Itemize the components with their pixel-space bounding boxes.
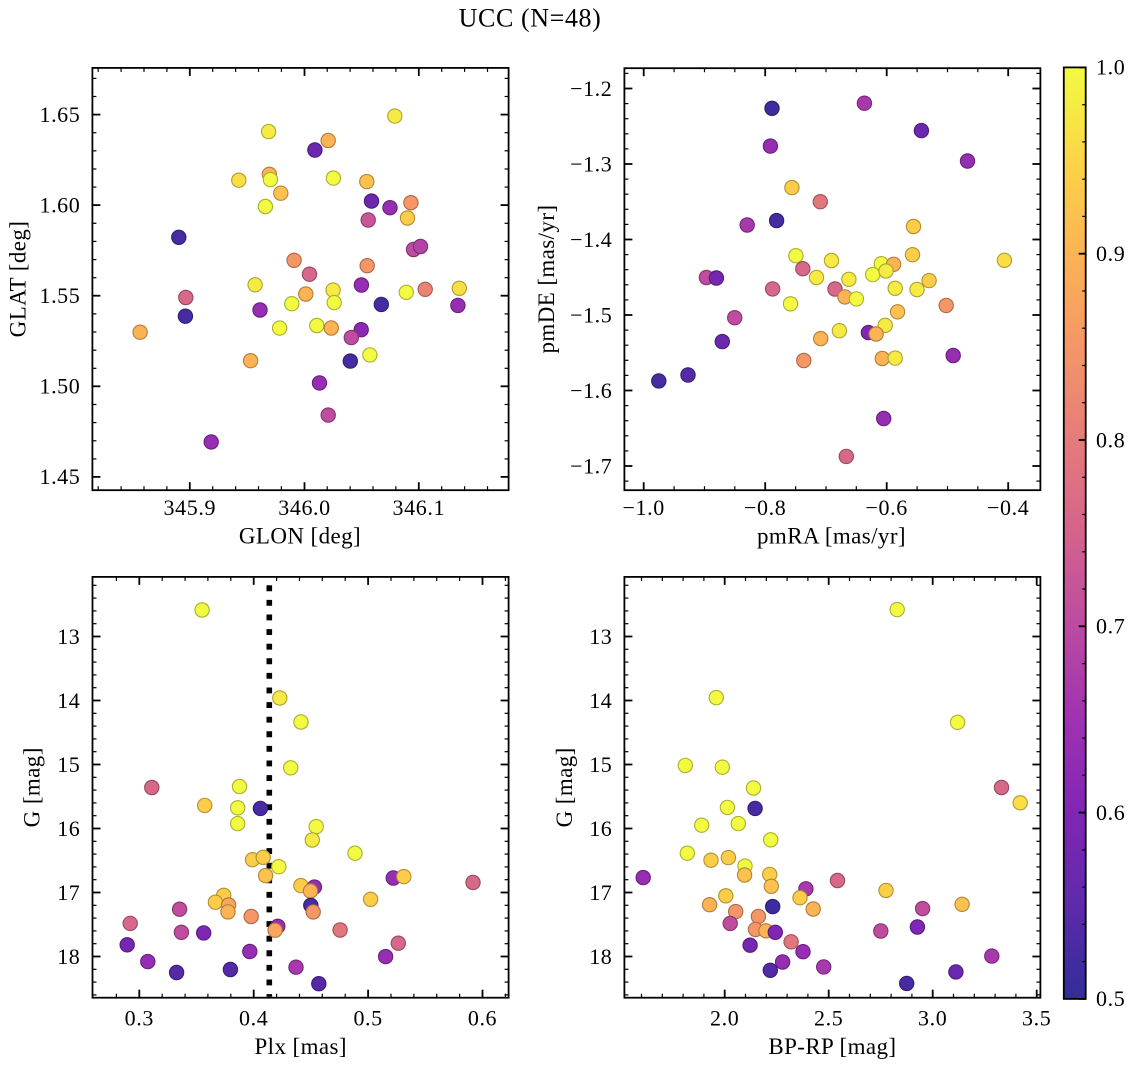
svg-text:1.65: 1.65 — [39, 102, 80, 127]
svg-text:GLON [deg]: GLON [deg] — [239, 524, 361, 549]
svg-text:16: 16 — [57, 816, 80, 841]
svg-text:BP-RP [mag]: BP-RP [mag] — [768, 1034, 896, 1059]
svg-text:18: 18 — [589, 944, 612, 969]
svg-text:pmDE [mas/yr]: pmDE [mas/yr] — [534, 205, 559, 354]
svg-text:GLAT [deg]: GLAT [deg] — [6, 221, 31, 338]
svg-text:1.55: 1.55 — [39, 283, 80, 308]
svg-text:13: 13 — [589, 624, 612, 649]
svg-text:0.5: 0.5 — [1096, 986, 1125, 1011]
svg-text:0.5: 0.5 — [353, 1005, 382, 1030]
svg-text:1.60: 1.60 — [39, 192, 80, 217]
svg-text:−0.4: −0.4 — [987, 495, 1029, 520]
svg-text:−1.6: −1.6 — [570, 378, 612, 403]
svg-text:14: 14 — [589, 688, 612, 713]
svg-text:0.4: 0.4 — [239, 1005, 268, 1030]
svg-text:−1.2: −1.2 — [570, 76, 612, 101]
svg-text:Plx [mas]: Plx [mas] — [254, 1034, 346, 1059]
svg-text:0.6: 0.6 — [1096, 800, 1125, 825]
svg-text:3.0: 3.0 — [918, 1005, 947, 1030]
svg-text:346.0: 346.0 — [278, 495, 331, 520]
svg-text:UCC (N=48): UCC (N=48) — [459, 4, 602, 33]
svg-text:2.0: 2.0 — [710, 1005, 739, 1030]
svg-text:18: 18 — [57, 944, 80, 969]
svg-text:1.45: 1.45 — [39, 464, 80, 489]
svg-text:pmRA [mas/yr]: pmRA [mas/yr] — [757, 524, 906, 549]
svg-text:14: 14 — [57, 688, 80, 713]
svg-text:16: 16 — [589, 816, 612, 841]
svg-text:1.0: 1.0 — [1096, 55, 1125, 80]
svg-text:345.9: 345.9 — [164, 495, 217, 520]
svg-text:−1.4: −1.4 — [570, 227, 612, 252]
svg-text:0.3: 0.3 — [125, 1005, 154, 1030]
svg-text:0.8: 0.8 — [1096, 427, 1125, 452]
svg-text:3.5: 3.5 — [1022, 1005, 1051, 1030]
svg-text:−1.0: −1.0 — [623, 495, 665, 520]
svg-text:17: 17 — [589, 880, 612, 905]
svg-text:0.9: 0.9 — [1096, 241, 1125, 266]
svg-text:346.1: 346.1 — [393, 495, 446, 520]
svg-text:15: 15 — [57, 752, 80, 777]
svg-text:G [mag]: G [mag] — [552, 747, 577, 827]
svg-text:G [mag]: G [mag] — [19, 747, 44, 827]
svg-text:17: 17 — [57, 880, 80, 905]
svg-text:2.5: 2.5 — [814, 1005, 843, 1030]
svg-text:−1.3: −1.3 — [570, 151, 612, 176]
svg-text:−1.5: −1.5 — [570, 302, 612, 327]
svg-text:−0.8: −0.8 — [744, 495, 786, 520]
svg-text:−0.6: −0.6 — [866, 495, 908, 520]
svg-text:15: 15 — [589, 752, 612, 777]
svg-text:1.50: 1.50 — [39, 374, 80, 399]
svg-text:−1.7: −1.7 — [570, 453, 612, 478]
svg-text:0.7: 0.7 — [1096, 614, 1125, 639]
svg-text:0.6: 0.6 — [468, 1005, 497, 1030]
svg-text:13: 13 — [57, 624, 80, 649]
